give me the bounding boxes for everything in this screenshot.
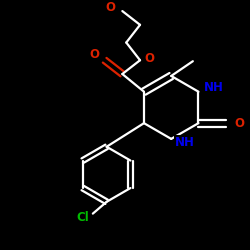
Text: O: O xyxy=(90,48,100,61)
Text: O: O xyxy=(235,117,245,130)
Text: O: O xyxy=(145,52,155,65)
Text: NH: NH xyxy=(175,136,195,149)
Text: O: O xyxy=(106,1,116,14)
Text: Cl: Cl xyxy=(77,211,90,224)
Text: NH: NH xyxy=(204,81,224,94)
